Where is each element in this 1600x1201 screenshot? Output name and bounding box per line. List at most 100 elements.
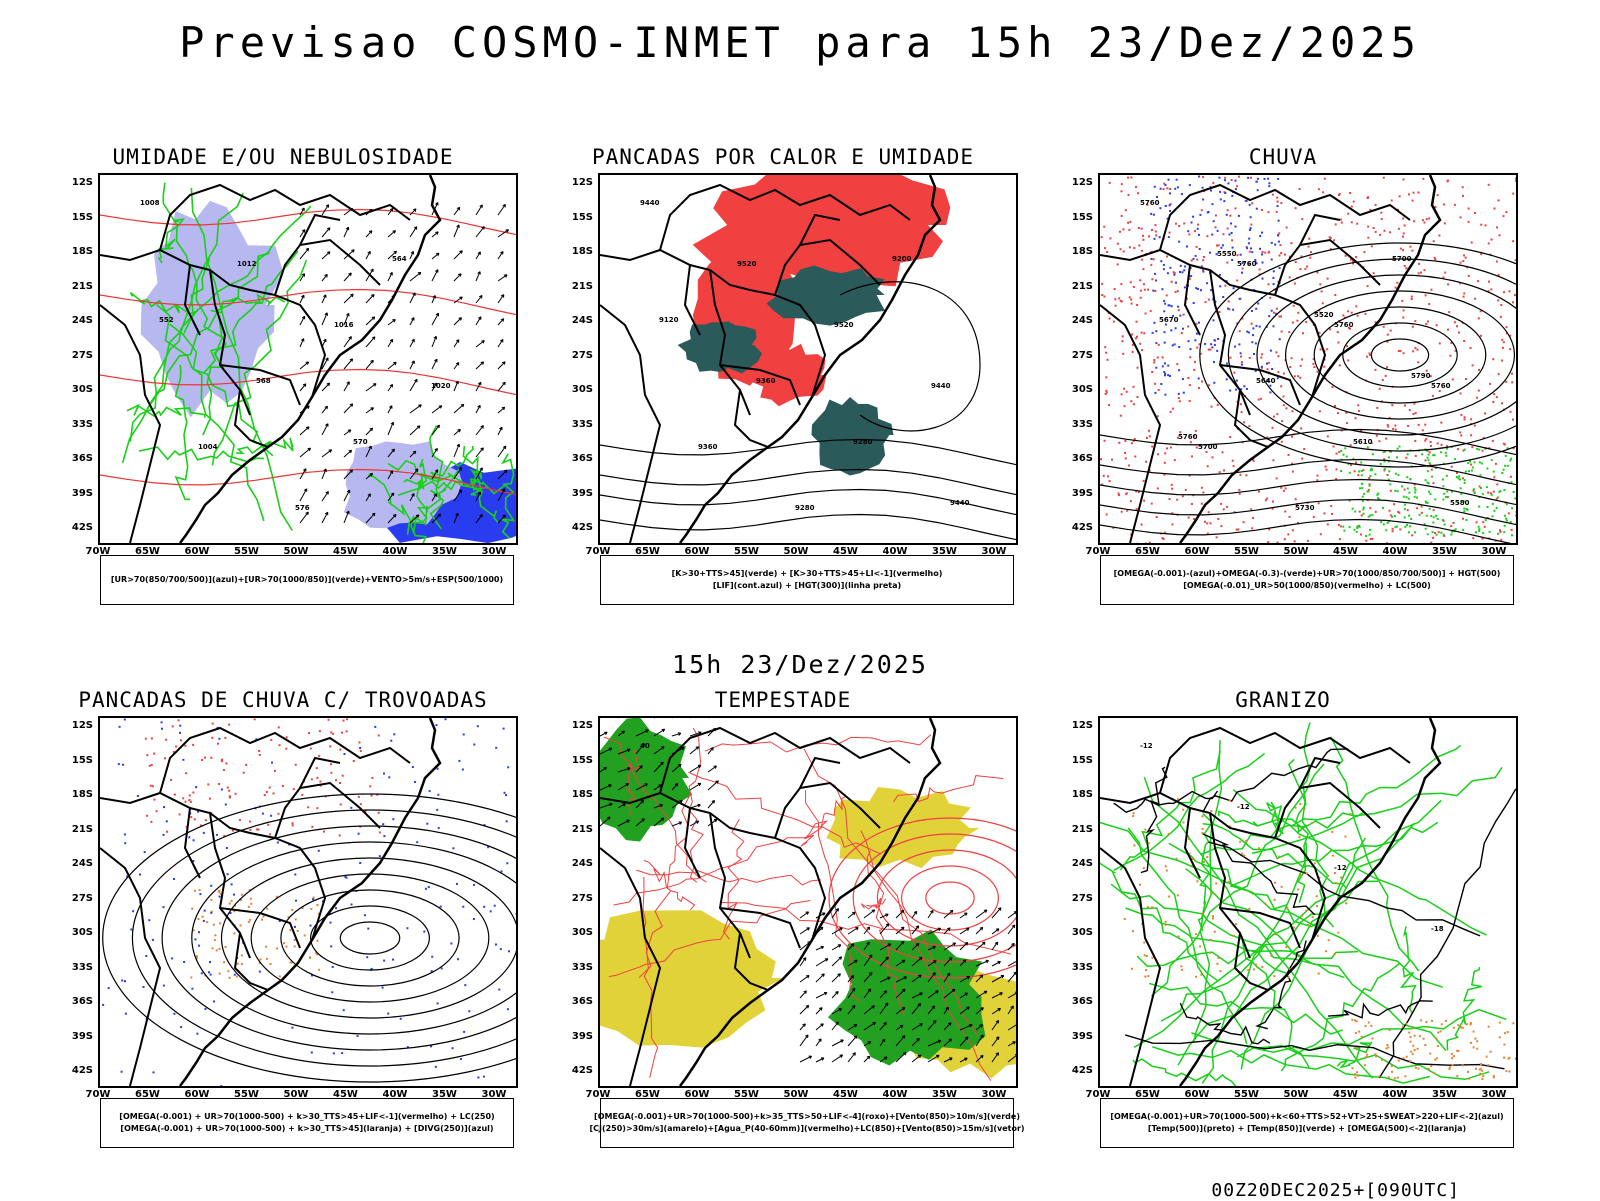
latitude-label: 33S [63, 962, 93, 973]
rain-omega-red-dot [1474, 425, 1476, 427]
rain-omega-blue-dot [1231, 232, 1233, 234]
rain-omega-red-dot [1468, 221, 1470, 223]
omega-500-orange-dot [1412, 1045, 1414, 1047]
rain-omega-blue-dot [1187, 230, 1189, 232]
rain-omega-red-dot [1103, 296, 1105, 298]
omega-500-orange-dot [1503, 1044, 1505, 1046]
rain-omega-red-dot [1106, 514, 1108, 516]
rain-omega-red-dot [1230, 357, 1232, 359]
rain-omega-red-dot [1418, 192, 1420, 194]
rain-omega-blue-dot [1220, 198, 1222, 200]
divergence-blue-dot [359, 862, 361, 864]
wind-arrow [800, 912, 809, 918]
thunderstorm-red-dot [245, 764, 247, 766]
rain-omega-red-dot [1356, 223, 1358, 225]
wind-arrow [388, 362, 396, 369]
temp-850-contour [1281, 963, 1400, 1071]
omega-500-orange-dot [1462, 1027, 1464, 1029]
contour-value-label: 9520 [834, 321, 854, 329]
divergence-blue-dot [124, 980, 126, 982]
rain-omega-red-dot [1241, 411, 1243, 413]
rain-omega-green-dot [1482, 493, 1484, 495]
rain-omega-red-dot [1141, 524, 1143, 526]
wind-arrow [476, 448, 483, 457]
wind-arrow [300, 362, 309, 369]
rain-omega-red-dot [1173, 271, 1175, 273]
contour-value-label: 5730 [1295, 504, 1315, 512]
rain-omega-blue-dot [1164, 373, 1166, 375]
divergence-blue-dot [166, 820, 168, 822]
rain-omega-green-dot [1433, 516, 1435, 518]
rain-omega-red-dot [1193, 369, 1195, 371]
wind-arrow [476, 227, 484, 237]
rain-omega-red-dot [1237, 529, 1239, 531]
rain-omega-red-dot [1250, 177, 1252, 179]
latitude-label: 42S [563, 522, 593, 533]
rain-omega-red-dot [1294, 540, 1296, 542]
rain-omega-green-dot [1497, 533, 1499, 535]
rain-omega-red-dot [1490, 288, 1492, 290]
rain-omega-red-dot [1276, 308, 1278, 310]
rain-omega-red-dot [1334, 405, 1336, 407]
map-borders [100, 728, 410, 1086]
rain-omega-red-dot [1307, 246, 1309, 248]
rain-omega-red-dot [1115, 305, 1117, 307]
rain-omega-red-dot [1413, 220, 1415, 222]
rain-omega-red-dot [1268, 283, 1270, 285]
thunderstorm-red-dot [189, 794, 191, 796]
rain-omega-red-dot [1163, 188, 1165, 190]
rain-omega-green-dot [1511, 534, 1513, 536]
rain-omega-blue-dot [1176, 179, 1178, 181]
thunderstorm-red-dot [270, 739, 272, 741]
divergence-blue-dot [392, 818, 394, 820]
panel-legend-box: [OMEGA(-0.001)+UR>70(1000-500)+k<60+TTS>… [1100, 1098, 1514, 1148]
thunderstorm-red-dot [316, 777, 318, 779]
divergence-blue-dot [210, 885, 212, 887]
rain-omega-red-dot [1424, 222, 1426, 224]
omega-500-orange-dot [1375, 1055, 1377, 1057]
rain-omega-red-dot [1117, 263, 1119, 265]
thunderstorm-orange-dot [241, 954, 243, 956]
legend-line: [CJ(250)>30m/s](amarelo)+[Agua_P(40-60mm… [589, 1123, 1024, 1135]
thunderstorm-orange [190, 889, 320, 979]
border-line [685, 808, 700, 878]
thunderstorm-red-dot [256, 828, 258, 830]
rain-omega-red-dot [1454, 321, 1456, 323]
divergence-blue-dot [208, 971, 210, 973]
rain-omega-green-dot [1394, 515, 1396, 517]
rain-omega-blue-dot [1167, 374, 1169, 376]
divergence-blue-dot [429, 790, 431, 792]
rain-omega-red-dot [1309, 257, 1311, 259]
rain-omega-red-dot [1322, 302, 1324, 304]
rain-omega-red-dot [1143, 480, 1145, 482]
wind-arrow [366, 384, 376, 391]
rain-omega-red-dot [1330, 505, 1332, 507]
omega-500-orange-dot [1481, 1070, 1483, 1072]
rain-omega-green-dot [1432, 522, 1434, 524]
thunderstorm-red-dot [165, 739, 167, 741]
latitude-label: 15S [1063, 212, 1093, 223]
thunderstorm-orange-dot [214, 934, 216, 936]
wind-arrow [344, 273, 351, 281]
rain-omega-red-dot [1411, 298, 1413, 300]
omega-500-orange-dot [1499, 1036, 1501, 1038]
omega-500-orange-dot [1299, 803, 1301, 805]
map-graphic: 40 [600, 718, 1016, 1086]
border-line [300, 215, 340, 245]
contour-ring [103, 794, 516, 1082]
temp-850-contour [1252, 767, 1502, 853]
thunderstorm-orange-dot [219, 922, 221, 924]
rain-omega-blue-dot [1219, 285, 1221, 287]
contour-value-label: 1008 [140, 199, 160, 207]
contour-value-label: -18 [1431, 925, 1444, 933]
rain-omega-red-dot [1351, 206, 1353, 208]
rain-omega-green-dot [1416, 497, 1418, 499]
thunderstorm-red-dot [180, 739, 182, 741]
wind-arrow [832, 957, 842, 966]
rain-omega-blue-dot [1239, 298, 1241, 300]
rain-omega-blue-dot [1174, 343, 1176, 345]
rain-omega-red-dot [1281, 331, 1283, 333]
rain-omega-green-dot [1342, 526, 1344, 528]
rain-omega-red-dot [1220, 503, 1222, 505]
